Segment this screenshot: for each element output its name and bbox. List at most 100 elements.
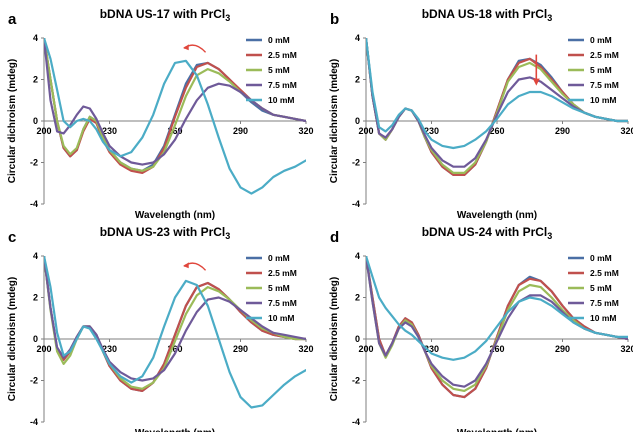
series-line-0-mM <box>44 38 306 172</box>
y-tick-label: 2 <box>33 293 38 303</box>
legend-entry: 5 mM <box>590 65 612 75</box>
x-axis-label: Wavelength (nm) <box>135 210 215 221</box>
legend-entry: 0 mM <box>590 253 612 263</box>
panel-title: bDNA US-17 with PrCl3 <box>100 7 231 23</box>
series-line-7_5-mM <box>366 38 628 168</box>
legend-entry: 7.5 mM <box>590 298 619 308</box>
series-group <box>366 38 628 176</box>
x-tick-label: 200 <box>358 344 373 354</box>
x-tick-label: 200 <box>358 126 373 136</box>
x-tick-label: 290 <box>555 126 570 136</box>
series-line-2_5-mM <box>44 256 306 392</box>
panel-letter: a <box>8 11 17 28</box>
x-tick-label: 230 <box>102 126 117 136</box>
y-axis-label: Circular dichroism (mdeg) <box>7 277 18 401</box>
series-line-0-mM <box>44 256 306 392</box>
x-axis-label: Wavelength (nm) <box>457 428 537 432</box>
x-tick-label: 290 <box>233 344 248 354</box>
legend-entry: 2.5 mM <box>268 268 297 278</box>
legend-entry: 7.5 mM <box>268 298 297 308</box>
x-tick-label: 320 <box>620 126 633 136</box>
series-line-7_5-mM <box>44 38 306 166</box>
series-line-7_5-mM <box>44 256 306 382</box>
legend-entry: 10 mM <box>590 95 616 105</box>
x-tick-label: 200 <box>36 344 51 354</box>
shift-arrowhead <box>183 262 189 269</box>
x-tick-label: 260 <box>167 126 182 136</box>
panel-title: bDNA US-18 with PrCl3 <box>422 7 553 23</box>
y-tick-label: -2 <box>30 158 38 168</box>
legend-entry: 0 mM <box>268 253 290 263</box>
x-tick-label: 200 <box>36 126 51 136</box>
series-group <box>366 256 628 399</box>
y-tick-label: 4 <box>33 251 38 261</box>
y-tick-label: 0 <box>355 116 360 126</box>
x-tick-label: 230 <box>424 126 439 136</box>
panel-c: c bDNA US-23 with PrCl3 4 2 0 -2 -4 200 230 260 29… <box>7 225 314 437</box>
legend-entry: 5 mM <box>268 65 290 75</box>
series-line-0-mM <box>366 38 628 176</box>
x-tick-label: 320 <box>620 344 633 354</box>
x-axis-label: Wavelength (nm) <box>135 428 215 432</box>
series-group <box>44 256 306 409</box>
x-tick-label: 320 <box>298 126 313 136</box>
legend-entry: 10 mM <box>268 95 294 105</box>
x-tick-label: 230 <box>424 344 439 354</box>
panel-letter: b <box>330 11 339 28</box>
y-tick-label: 4 <box>355 33 360 43</box>
series-line-10-mM <box>366 256 628 361</box>
series-line-7_5-mM <box>366 256 628 388</box>
y-axis-label: Circular dichroism (mdeg) <box>329 277 340 401</box>
legend-entry: 5 mM <box>268 283 290 293</box>
legend-entry: 2.5 mM <box>268 50 297 60</box>
panel-letter: c <box>8 229 16 246</box>
x-axis-label: Wavelength (nm) <box>457 210 537 221</box>
legend-entry: 5 mM <box>590 283 612 293</box>
x-tick-label: 260 <box>489 126 504 136</box>
y-tick-label: -4 <box>30 199 38 209</box>
legend-entry: 0 mM <box>590 35 612 45</box>
x-tick-label: 260 <box>167 344 182 354</box>
y-tick-label: 2 <box>355 293 360 303</box>
y-tick-label: -4 <box>30 417 38 427</box>
legend-entry: 7.5 mM <box>268 80 297 90</box>
panel-title: bDNA US-23 with PrCl3 <box>100 225 231 241</box>
y-axis-label: Circular dichroism (mdeg) <box>329 59 340 183</box>
legend-entry: 2.5 mM <box>590 50 619 60</box>
legend-entry: 7.5 mM <box>590 80 619 90</box>
y-axis-label: Circular dichroism (mdeg) <box>7 59 18 183</box>
y-tick-label: -4 <box>352 199 360 209</box>
legend-entry: 2.5 mM <box>590 268 619 278</box>
y-tick-label: 0 <box>355 334 360 344</box>
legend-entry: 10 mM <box>590 313 616 323</box>
y-tick-label: -2 <box>352 376 360 386</box>
y-tick-label: -2 <box>352 158 360 168</box>
x-tick-label: 260 <box>489 344 504 354</box>
y-tick-label: 2 <box>33 75 38 85</box>
y-tick-label: -2 <box>30 376 38 386</box>
series-line-10-mM <box>44 256 306 409</box>
y-tick-label: 0 <box>33 334 38 344</box>
x-tick-label: 320 <box>298 344 313 354</box>
y-tick-label: 4 <box>33 33 38 43</box>
panel-title: bDNA US-24 with PrCl3 <box>422 225 553 241</box>
y-tick-label: -4 <box>352 417 360 427</box>
series-line-10-mM <box>44 38 306 195</box>
series-line-5-mM <box>44 256 306 390</box>
decrease-arrowhead <box>532 78 540 86</box>
x-tick-label: 230 <box>102 344 117 354</box>
series-group <box>44 38 306 195</box>
legend-entry: 0 mM <box>268 35 290 45</box>
series-line-5-mM <box>366 38 628 174</box>
panel-d: d bDNA US-24 with PrCl3 4 2 0 -2 -4 200 230 260 29… <box>329 225 633 437</box>
series-line-5-mM <box>44 38 306 172</box>
x-tick-label: 290 <box>233 126 248 136</box>
panel-letter: d <box>330 229 339 246</box>
legend-entry: 10 mM <box>268 313 294 323</box>
y-tick-label: 2 <box>355 75 360 85</box>
panel-a: a bDNA US-17 with PrCl3 4 2 0 -2 -4 200 230 260 29… <box>7 7 314 221</box>
panel-b: b bDNA US-18 with PrCl3 4 2 0 -2 -4 200 230 260 29… <box>329 7 633 221</box>
series-line-10-mM <box>366 38 628 150</box>
